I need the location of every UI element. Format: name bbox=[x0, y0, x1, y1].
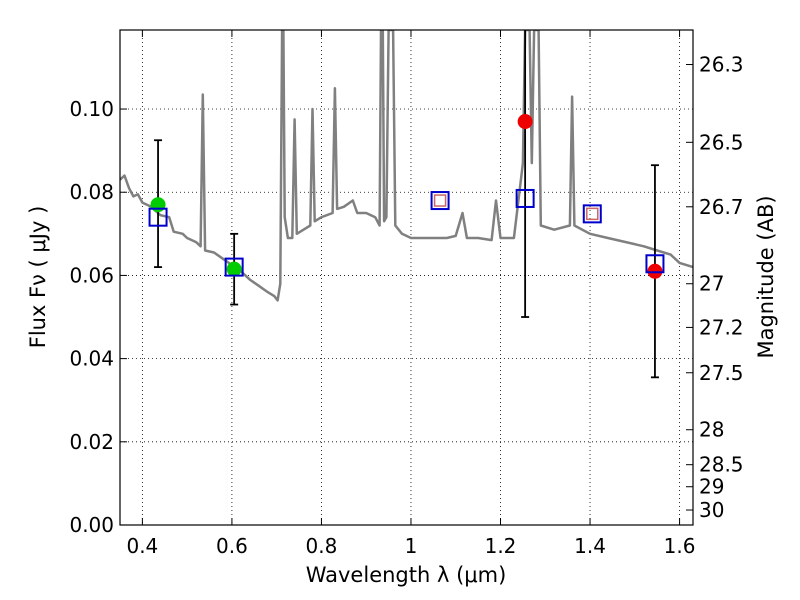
x-tick-label: 1.2 bbox=[485, 534, 517, 558]
x-axis-title: Wavelength λ (μm) bbox=[306, 563, 507, 587]
x-tick-label: 0.4 bbox=[126, 534, 158, 558]
model-square bbox=[645, 254, 665, 274]
x-tick-label: 1 bbox=[405, 534, 418, 558]
x-tick-label: 1.4 bbox=[574, 534, 606, 558]
model-square bbox=[224, 257, 244, 277]
magnitude-tick-label: 27.5 bbox=[699, 361, 744, 385]
y-tick-label: 0.00 bbox=[69, 513, 114, 537]
model-inner-square bbox=[586, 207, 599, 221]
x-tick-label: 1.6 bbox=[664, 534, 696, 558]
magnitude-tick-label: 30 bbox=[699, 498, 724, 522]
y-tick-label: 0.04 bbox=[69, 347, 114, 371]
photometry-point bbox=[517, 114, 533, 130]
grid-lines bbox=[120, 30, 693, 526]
model-square bbox=[582, 204, 602, 224]
photometry-point bbox=[647, 263, 663, 279]
model-square bbox=[430, 191, 450, 211]
photometry-markers bbox=[148, 114, 665, 279]
magnitude-tick-label: 26.3 bbox=[699, 53, 744, 77]
y-tick-label: 0.06 bbox=[69, 263, 114, 287]
model-inner-square bbox=[433, 194, 447, 207]
y-axis-title-right: Magnitude (AB) bbox=[754, 195, 778, 358]
magnitude-tick-label: 29 bbox=[699, 475, 724, 499]
axis-ticks: 0.4 0.6 0.8 1 1.2 1.4 1.6 0.00 0.02 0.04 0.06 0.08 0… bbox=[69, 30, 744, 558]
magnitude-tick-label: 27 bbox=[699, 272, 724, 296]
magnitude-tick-label: 28 bbox=[699, 418, 724, 442]
y-tick-label: 0.02 bbox=[69, 430, 114, 454]
y-tick-label: 0.08 bbox=[69, 180, 114, 204]
magnitude-tick-label: 28.5 bbox=[699, 453, 744, 477]
x-tick-label: 0.8 bbox=[306, 534, 338, 558]
error-bars bbox=[154, 30, 659, 379]
model-square bbox=[148, 207, 168, 227]
template-spectrum-line bbox=[120, 30, 693, 302]
template-spectrum bbox=[120, 30, 693, 302]
magnitude-tick-label: 26.7 bbox=[699, 195, 744, 219]
photometry-point bbox=[150, 197, 166, 213]
photometry-point bbox=[226, 261, 242, 277]
magnitude-tick-label: 26.5 bbox=[699, 130, 744, 154]
y-axis-title-left: Flux Fν ( μJy ) bbox=[26, 206, 50, 349]
magnitude-tick-label: 27.2 bbox=[699, 315, 744, 339]
plot-frame bbox=[119, 29, 694, 526]
x-tick-label: 0.6 bbox=[216, 534, 248, 558]
model-square bbox=[515, 188, 535, 208]
y-tick-label: 0.10 bbox=[69, 97, 114, 121]
